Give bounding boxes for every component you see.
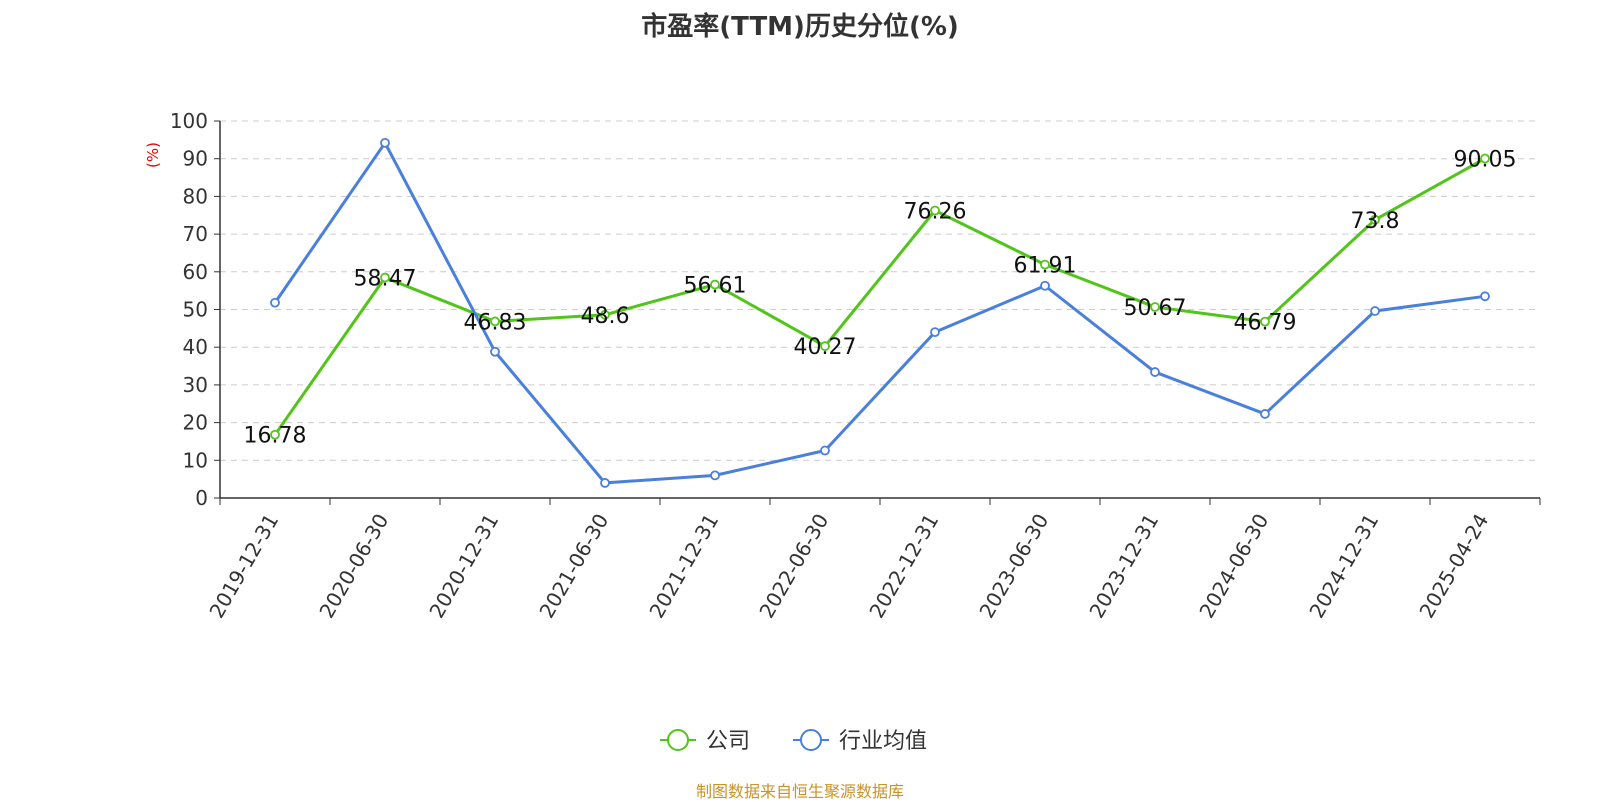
chart-title: 市盈率(TTM)历史分位(%) xyxy=(641,12,959,42)
data-point xyxy=(270,429,280,440)
data-point xyxy=(1150,302,1160,312)
data-point xyxy=(820,341,830,352)
legend: 公司 行业均值 xyxy=(660,729,927,754)
data-label: 16.78 xyxy=(244,424,307,449)
y-tick-label: 80 xyxy=(183,184,208,208)
y-tick-label: 0 xyxy=(195,486,208,510)
x-tick-label: 2020-06-30 xyxy=(314,509,393,622)
data-point xyxy=(1480,291,1490,302)
legend-label: 行业均值 xyxy=(839,729,927,754)
data-point xyxy=(820,445,830,456)
data-point xyxy=(1260,316,1270,327)
series-line-2 xyxy=(273,141,1486,485)
data-point xyxy=(1370,306,1380,316)
data-point xyxy=(930,327,940,338)
x-tick-label: 2022-06-30 xyxy=(754,509,833,622)
data-point xyxy=(490,346,500,357)
data-point xyxy=(1480,153,1490,164)
data-label: 73.8 xyxy=(1351,209,1400,234)
legend-marker xyxy=(800,729,822,751)
data-label: 50.67 xyxy=(1124,296,1187,321)
data-label: 61.91 xyxy=(1014,254,1077,279)
y-tick-label: 10 xyxy=(183,448,208,472)
y-tick-label: 20 xyxy=(183,411,208,435)
data-labels: 16.78 58.47 46.83 48.6 56.61 40.27 76.26 61.91 5… xyxy=(244,148,1517,449)
x-tick-label: 2023-06-30 xyxy=(974,509,1053,622)
data-label: 46.79 xyxy=(1234,311,1297,336)
data-label: 40.27 xyxy=(794,335,857,360)
y-tick-label: 100 xyxy=(170,109,208,133)
x-tick-label: 2025-04-24 xyxy=(1414,509,1493,622)
data-point xyxy=(380,137,390,148)
data-label: 48.6 xyxy=(581,304,630,329)
data-point xyxy=(1040,259,1050,270)
y-tick-label: 50 xyxy=(183,298,208,322)
grid-lines xyxy=(220,120,1540,461)
data-point xyxy=(490,316,500,327)
data-point xyxy=(380,272,390,283)
y-tick-label: 40 xyxy=(183,335,208,359)
data-point xyxy=(710,470,720,481)
data-label: 58.47 xyxy=(354,267,417,292)
series-lines xyxy=(270,137,1490,488)
y-tick-label: 30 xyxy=(183,373,208,397)
x-tick-label: 2021-12-31 xyxy=(644,509,723,622)
legend-label: 公司 xyxy=(706,729,750,754)
data-point xyxy=(600,478,610,488)
data-label: 46.83 xyxy=(464,310,527,335)
x-tick-label: 2022-12-31 xyxy=(864,509,943,622)
data-label: 90.05 xyxy=(1454,148,1517,173)
data-point xyxy=(1150,367,1160,377)
data-point xyxy=(1370,214,1380,225)
y-axis: 0 10 20 30 40 50 60 70 80 90 100 xyxy=(170,109,221,510)
data-label: 76.26 xyxy=(904,199,967,224)
x-tick-label: 2020-12-31 xyxy=(424,509,503,622)
x-tick-label: 2024-06-30 xyxy=(1194,509,1273,622)
data-point xyxy=(1040,280,1050,291)
legend-marker xyxy=(667,729,689,751)
data-label: 56.61 xyxy=(684,274,747,299)
y-axis-label: (%) xyxy=(144,142,162,168)
y-tick-label: 70 xyxy=(183,222,208,246)
source-footer: 制图数据来自恒生聚源数据库 xyxy=(695,782,904,801)
x-tick-label: 2023-12-31 xyxy=(1084,509,1163,622)
data-point xyxy=(1260,409,1270,419)
data-point xyxy=(600,309,610,320)
y-tick-label: 60 xyxy=(183,260,208,284)
x-axis: 2019-12-31 2020-06-30 2020-12-31 2021-06-30… xyxy=(204,497,1541,622)
y-tick-label: 90 xyxy=(183,147,208,171)
x-tick-label: 2024-12-31 xyxy=(1304,509,1383,622)
data-point xyxy=(710,279,720,290)
x-tick-label: 2021-06-30 xyxy=(534,509,613,622)
data-point xyxy=(930,205,940,216)
data-point xyxy=(270,297,280,308)
x-tick-label: 2019-12-31 xyxy=(204,509,283,622)
